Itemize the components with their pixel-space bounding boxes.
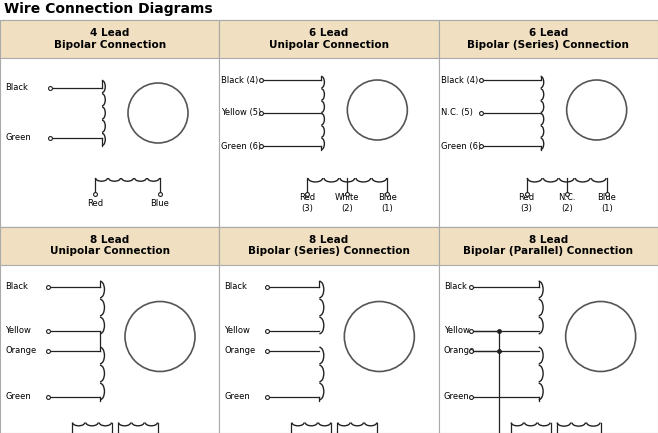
Text: Orange: Orange <box>224 346 255 355</box>
Text: Orange: Orange <box>443 346 475 355</box>
Bar <box>219 20 439 58</box>
Text: Green: Green <box>443 392 469 401</box>
Text: White
(2): White (2) <box>335 193 359 213</box>
Bar <box>0 226 219 433</box>
Text: Red: Red <box>87 200 103 209</box>
Bar <box>219 226 439 433</box>
Text: Black (4): Black (4) <box>221 75 259 84</box>
Text: Black: Black <box>224 282 247 291</box>
Text: Black (4): Black (4) <box>441 75 478 84</box>
Text: Yellow: Yellow <box>224 326 250 335</box>
Text: 8 Lead
Bipolar (Parallel) Connection: 8 Lead Bipolar (Parallel) Connection <box>463 235 634 256</box>
Text: Red
(3): Red (3) <box>519 193 535 213</box>
Text: Blue
(1): Blue (1) <box>597 193 616 213</box>
Bar <box>219 226 439 265</box>
Text: Blue: Blue <box>151 200 170 209</box>
Text: N.C.
(2): N.C. (2) <box>558 193 575 213</box>
Bar <box>0 226 219 265</box>
Text: Black: Black <box>5 84 28 93</box>
Text: Blue
(1): Blue (1) <box>378 193 397 213</box>
Text: 4 Lead
Bipolar Connection: 4 Lead Bipolar Connection <box>53 28 166 50</box>
Bar <box>0 20 219 226</box>
Text: Green: Green <box>224 392 250 401</box>
Text: Black: Black <box>5 282 28 291</box>
Text: N.C. (5): N.C. (5) <box>441 109 472 117</box>
Text: 8 Lead
Bipolar (Series) Connection: 8 Lead Bipolar (Series) Connection <box>248 235 410 256</box>
Bar <box>439 20 658 58</box>
Bar <box>0 20 219 58</box>
Bar <box>219 20 439 226</box>
Text: Green (6): Green (6) <box>221 142 262 151</box>
Bar <box>439 20 658 226</box>
Text: Green: Green <box>5 133 31 142</box>
Text: Yellow: Yellow <box>5 326 31 335</box>
Text: Black: Black <box>443 282 467 291</box>
Bar <box>439 226 658 433</box>
Text: Green: Green <box>5 392 31 401</box>
Text: Red
(3): Red (3) <box>299 193 315 213</box>
Text: 6 Lead
Unipolar Connection: 6 Lead Unipolar Connection <box>269 28 389 50</box>
Text: Yellow (5): Yellow (5) <box>221 109 262 117</box>
Text: 8 Lead
Unipolar Connection: 8 Lead Unipolar Connection <box>49 235 170 256</box>
Text: Green (6): Green (6) <box>441 142 481 151</box>
Bar <box>439 226 658 265</box>
Text: 6 Lead
Bipolar (Series) Connection: 6 Lead Bipolar (Series) Connection <box>467 28 629 50</box>
Text: Wire Connection Diagrams: Wire Connection Diagrams <box>4 2 213 16</box>
Text: Yellow: Yellow <box>443 326 470 335</box>
Text: Orange: Orange <box>5 346 36 355</box>
